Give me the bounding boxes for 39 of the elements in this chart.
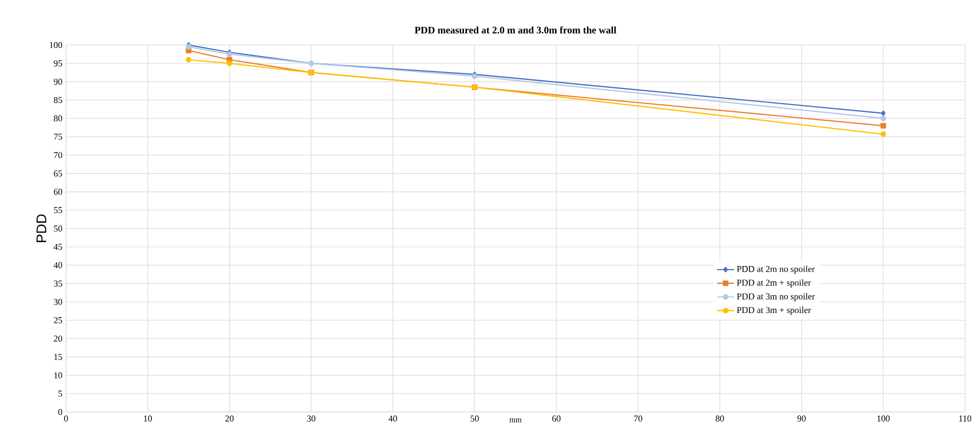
chart-title: PDD measured at 2.0 m and 3.0m from the wall xyxy=(414,26,616,34)
y-tick-label: 45 xyxy=(54,244,62,250)
y-tick-label: 40 xyxy=(54,262,62,268)
x-tick-label: 0 xyxy=(64,416,68,422)
y-tick-label: 20 xyxy=(54,336,62,342)
x-tick-label: 60 xyxy=(552,416,561,422)
x-tick-label: 70 xyxy=(634,416,642,422)
x-tick-label: 80 xyxy=(716,416,724,422)
y-tick-label: 10 xyxy=(54,372,62,378)
y-tick-label: 0 xyxy=(58,408,62,416)
y-tick-label: 55 xyxy=(54,207,62,214)
x-tick-label: 30 xyxy=(307,416,316,422)
legend-label: PDD at 2m no spoiler xyxy=(736,266,815,274)
y-tick-label: 100 xyxy=(50,42,62,48)
y-tick-label: 95 xyxy=(54,60,62,66)
x-tick-label: 20 xyxy=(225,416,234,422)
x-tick-label: 50 xyxy=(470,416,479,422)
y-tick-label: 60 xyxy=(54,188,62,195)
y-tick-label: 5 xyxy=(58,390,62,397)
x-tick-label: 100 xyxy=(877,416,890,422)
legend-label: PDD at 2m + spoiler xyxy=(736,279,811,288)
y-tick-label: 50 xyxy=(54,225,62,232)
x-tick-label: 90 xyxy=(797,416,806,422)
y-axis-title: PDD xyxy=(36,214,46,242)
y-tick-label: 85 xyxy=(54,97,62,104)
y-tick-label: 80 xyxy=(54,115,62,122)
y-tick-label: 15 xyxy=(54,354,62,360)
legend-label: PDD at 3m + spoiler xyxy=(736,306,811,315)
y-tick-label: 70 xyxy=(54,152,62,158)
y-tick-label: 35 xyxy=(54,280,62,287)
x-tick-label: 10 xyxy=(144,416,152,422)
x-tick-label: 40 xyxy=(388,416,398,422)
x-tick-label: 110 xyxy=(959,416,972,422)
y-tick-label: 25 xyxy=(54,317,62,324)
legend-label: PDD at 3m no spoiler xyxy=(736,293,815,302)
y-tick-label: 30 xyxy=(54,298,62,305)
y-tick-label: 65 xyxy=(54,170,62,176)
y-tick-label: 75 xyxy=(54,134,62,140)
y-tick-label: 90 xyxy=(54,78,62,85)
